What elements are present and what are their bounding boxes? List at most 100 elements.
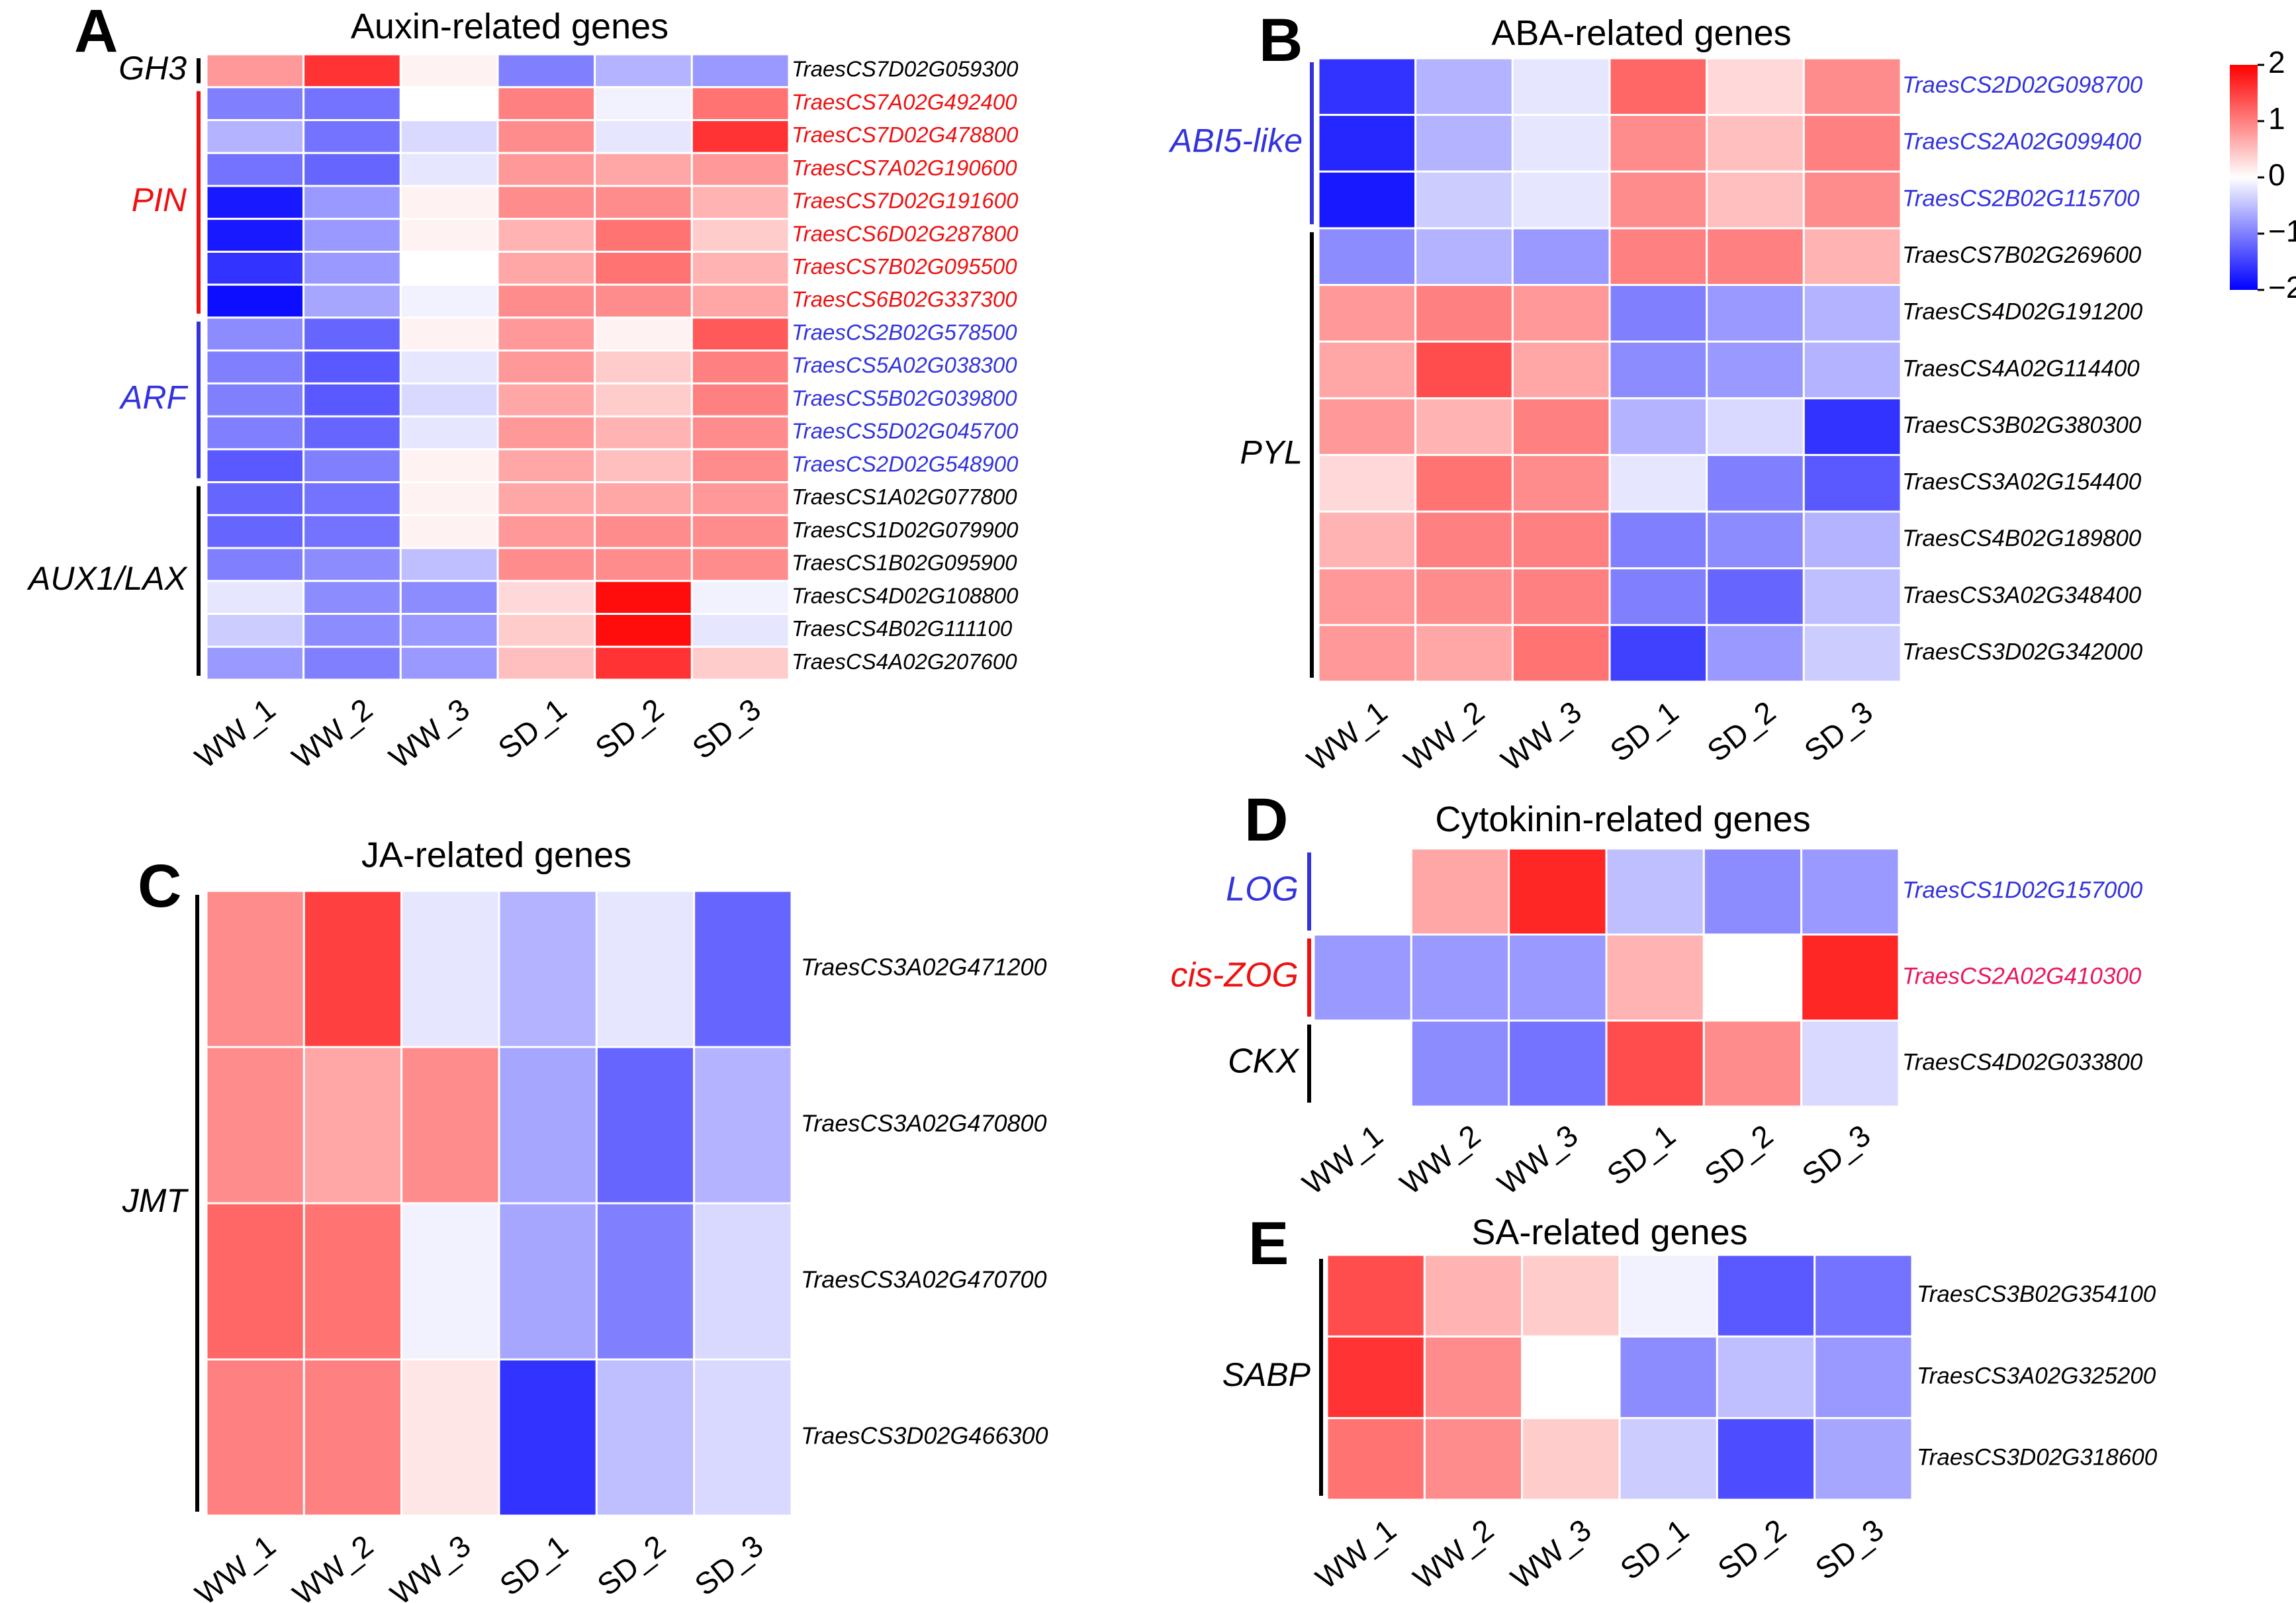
- heatmap-cell: [595, 1202, 696, 1361]
- heatmap-cell: [205, 316, 305, 352]
- heatmap-cell: [205, 118, 305, 154]
- heatmap-cell: [1508, 1019, 1608, 1108]
- heatmap-cell: [594, 86, 693, 121]
- heatmap-cell: [1608, 340, 1708, 400]
- gene-row-label: TraesCS3A02G470800: [801, 1110, 1047, 1137]
- gene-row-label: TraesCS2B02G115700: [1902, 185, 2140, 211]
- heatmap-cell: [594, 218, 693, 253]
- heatmap-cell: [690, 580, 790, 616]
- heatmap-cell: [205, 218, 305, 253]
- heatmap-cell: [399, 645, 499, 681]
- gene-row-label: TraesCS3D02G342000: [1902, 639, 2143, 664]
- heatmap-cell: [1312, 1019, 1412, 1108]
- heatmap-cell: [1414, 567, 1514, 626]
- gene-row-label: TraesCS5D02G045700: [792, 419, 1019, 443]
- heatmap-cell: [1706, 57, 1805, 116]
- heatmap-cell: [1414, 510, 1514, 570]
- heatmap-cell: [1511, 57, 1611, 116]
- heatmap-cell: [594, 185, 693, 220]
- gene-row-label: TraesCS5A02G038300: [792, 353, 1017, 377]
- gene-group-label: cis-ZOG: [1170, 956, 1299, 995]
- heatmap-cell: [690, 218, 790, 253]
- gene-group-label: ARF: [118, 379, 188, 416]
- gene-row-label: TraesCS6B02G337300: [792, 287, 1017, 312]
- heatmap-cell: [399, 349, 499, 385]
- column-label: SD_3: [688, 1528, 770, 1602]
- heatmap-cell: [1618, 1335, 1718, 1420]
- column-label: SD_1: [493, 1528, 574, 1602]
- panel-letter-d: D: [1244, 786, 1288, 854]
- gene-row-label: TraesCS3A02G471200: [801, 954, 1047, 981]
- heatmap-cell: [1608, 284, 1708, 343]
- heatmap-cell: [496, 250, 596, 286]
- column-label: WW_2: [1393, 1118, 1487, 1201]
- heatmap-cell: [496, 448, 596, 484]
- heatmap-cell: [302, 580, 402, 616]
- chart-title: SA-related genes: [1471, 1213, 1747, 1252]
- gene-row-label: TraesCS3B02G380300: [1902, 412, 2142, 438]
- color-scale-tick-label: −2: [2268, 270, 2296, 304]
- heatmap-cell: [1423, 1254, 1524, 1338]
- heatmap-cell: [1814, 1254, 1913, 1338]
- heatmap-cell: [205, 514, 305, 549]
- heatmap-cell: [302, 53, 402, 89]
- heatmap-cell: [205, 250, 305, 286]
- gene-group-label: JMT: [122, 1182, 189, 1219]
- gene-group-label: AUX1/LAX: [26, 560, 188, 597]
- heatmap-cell: [399, 382, 499, 418]
- panel-letter-e: E: [1248, 1210, 1289, 1277]
- heatmap-cell: [1814, 1417, 1913, 1501]
- heatmap-cell: [1317, 623, 1417, 683]
- heatmap-cell: [302, 547, 402, 582]
- heatmap-panel-e: E SA-related genes TraesCS3B02G354100 Traes…: [1222, 1210, 2158, 1596]
- heatmap-cell: [690, 185, 790, 220]
- heatmap-cell: [1312, 847, 1412, 936]
- color-scale-legend: 2 1 0 −1 −2: [2230, 45, 2296, 304]
- heatmap-cell: [302, 349, 402, 385]
- heatmap-cell: [594, 514, 693, 549]
- gene-row-label: TraesCS2A02G099400: [1902, 129, 2142, 155]
- heatmap-cell: [1706, 170, 1805, 230]
- heatmap-cell: [399, 86, 499, 121]
- heatmap-cell: [1802, 170, 1902, 230]
- color-scale-tick-label: 2: [2268, 45, 2285, 79]
- heatmap-cell: [594, 448, 693, 484]
- heatmap-cell: [693, 1046, 793, 1205]
- heatmap-cell: [302, 448, 402, 484]
- heatmap-cell: [594, 415, 693, 451]
- heatmap-cell: [1618, 1254, 1718, 1338]
- column-label: SD_1: [1614, 1512, 1695, 1586]
- heatmap-cell: [594, 547, 693, 582]
- gene-group-label: GH3: [118, 50, 187, 87]
- heatmap-cell: [400, 1202, 500, 1361]
- heatmap-cell: [693, 1358, 793, 1517]
- heatmap-cell: [1508, 933, 1608, 1022]
- column-label: SD_3: [1798, 694, 1879, 768]
- gene-row-label: TraesCS4A02G207600: [792, 649, 1017, 674]
- heatmap-cell: [1802, 623, 1902, 683]
- gene-row-label: TraesCS7D02G059300: [792, 57, 1019, 81]
- heatmap-cell: [496, 218, 596, 253]
- heatmap-cell: [205, 547, 305, 582]
- column-label: WW_3: [383, 692, 476, 775]
- column-label: WW_3: [1494, 694, 1588, 778]
- column-label: WW_1: [1309, 1512, 1402, 1596]
- heatmap-cell: [1511, 114, 1611, 173]
- heatmap-cell: [1508, 847, 1608, 936]
- heatmap-cell: [205, 1202, 305, 1361]
- heatmap-cell: [690, 118, 790, 154]
- heatmap-cell: [1800, 847, 1900, 936]
- column-label: SD_2: [1698, 1118, 1779, 1192]
- heatmap-cell: [1706, 453, 1805, 513]
- heatmap-cell: [1414, 114, 1514, 173]
- heatmap-cell: [1608, 170, 1708, 230]
- gene-row-label: TraesCS4D02G191200: [1902, 299, 2143, 325]
- heatmap-cell: [302, 613, 402, 648]
- gene-row-label: TraesCS4B02G111100: [792, 616, 1013, 641]
- heatmap-cell: [1414, 57, 1514, 116]
- heatmap-cell: [690, 349, 790, 385]
- heatmap-cell: [1608, 397, 1708, 456]
- heatmap-cell: [205, 86, 305, 121]
- heatmap-cell: [690, 86, 790, 121]
- heatmap-cell: [1521, 1254, 1621, 1338]
